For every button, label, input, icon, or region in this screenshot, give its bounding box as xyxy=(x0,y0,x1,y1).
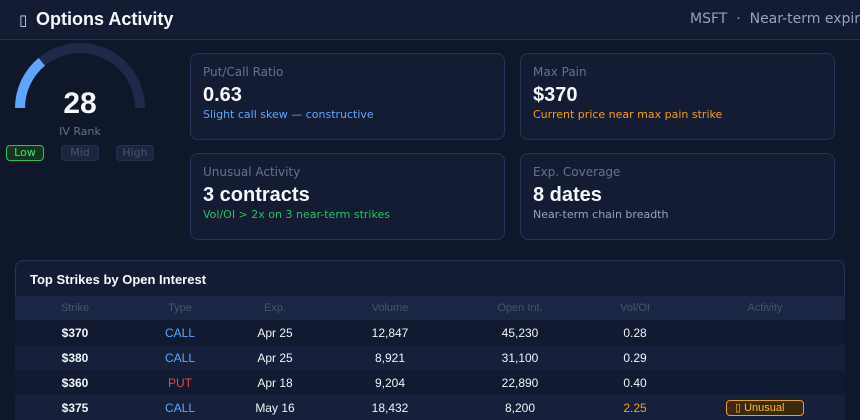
cell-volume: 12,847 xyxy=(371,325,409,340)
cell-exp: Apr 18 xyxy=(257,375,293,390)
cell-strike: $360 xyxy=(61,375,89,390)
gauge-value: 28 xyxy=(63,87,97,120)
unusual-badge: ▯ Unusual xyxy=(726,399,804,416)
cell-exp: May 16 xyxy=(255,400,295,415)
cell-strike: $380 xyxy=(61,350,89,365)
col-volume[interactable]: Volume xyxy=(371,302,409,314)
card-sub: Current price near max pain strike xyxy=(533,108,723,121)
cell-vol-oi: 0.28 xyxy=(623,325,647,340)
table-row[interactable]: $380 CALL Apr 25 8,921 31,100 0.29 xyxy=(15,345,845,370)
card-unusual-activity: Unusual Activity 3 contracts Vol/OI > 2x… xyxy=(190,153,505,240)
cell-type: PUT xyxy=(168,375,192,390)
card-label: Max Pain xyxy=(533,65,587,79)
card-value: 0.63 xyxy=(203,84,242,106)
cell-type: CALL xyxy=(164,325,196,340)
col-activity[interactable]: Activity xyxy=(747,302,783,314)
card-label: Put/Call Ratio xyxy=(203,65,284,79)
badge-label: Unusual xyxy=(744,401,785,414)
cell-vol-oi: 0.29 xyxy=(623,350,647,365)
strikes-table: Strike Type Exp. Volume Open Int. Vol/OI… xyxy=(15,296,845,420)
cell-open-int: 45,230 xyxy=(501,325,539,340)
cell-strike: $375 xyxy=(61,400,89,415)
cell-type: CALL xyxy=(164,400,196,415)
level-low: Low xyxy=(6,145,44,161)
cell-type: CALL xyxy=(164,350,196,365)
card-sub: Vol/OI > 2x on 3 near-term strikes xyxy=(203,208,390,221)
col-vol-oi[interactable]: Vol/OI xyxy=(620,302,650,314)
cell-open-int: 22,890 xyxy=(501,375,539,390)
card-value: 8 dates xyxy=(533,184,602,206)
cell-open-int: 31,100 xyxy=(501,350,539,365)
card-sub: Near-term chain breadth xyxy=(533,208,669,221)
level-high: High xyxy=(116,145,154,161)
table-title: Top Strikes by Open Interest xyxy=(30,272,207,287)
table-header: Strike Type Exp. Volume Open Int. Vol/OI… xyxy=(15,296,845,320)
cell-volume: 18,432 xyxy=(371,400,409,415)
page-title: Options Activity xyxy=(36,9,174,29)
header-subtitle: Near-term expirations xyxy=(749,11,860,27)
cell-vol-oi: 2.25 xyxy=(623,400,647,415)
gauge-fill xyxy=(15,57,46,109)
level-mid: Mid xyxy=(61,145,99,161)
header: ▯ Options Activity MSFT · Near-term expi… xyxy=(0,0,860,40)
card-exp-coverage: Exp. Coverage 8 dates Near-term chain br… xyxy=(520,153,835,240)
cell-activity: ▯ Unusual xyxy=(685,399,845,416)
card-label: Exp. Coverage xyxy=(533,165,621,179)
col-exp[interactable]: Exp. xyxy=(263,302,286,314)
col-strike[interactable]: Strike xyxy=(60,302,90,314)
table-row[interactable]: $375 CALL May 16 18,432 8,200 2.25 ▯ Unu… xyxy=(15,395,845,420)
table-row[interactable]: $360 PUT Apr 18 9,204 22,890 0.40 xyxy=(15,370,845,395)
chart-icon: ▯ xyxy=(19,11,28,29)
header-meta: MSFT · Near-term expirations xyxy=(690,11,860,27)
cell-volume: 8,921 xyxy=(374,350,406,365)
cell-exp: Apr 25 xyxy=(257,350,293,365)
col-type[interactable]: Type xyxy=(168,302,192,314)
separator: · xyxy=(736,11,741,27)
ticker: MSFT xyxy=(690,11,728,27)
card-value: $370 xyxy=(533,84,578,106)
cell-volume: 9,204 xyxy=(374,375,406,390)
gauge-label: IV Rank xyxy=(59,125,101,138)
card-max-pain: Max Pain $370 Current price near max pai… xyxy=(520,53,835,140)
col-open-int[interactable]: Open Int. xyxy=(497,302,543,314)
cell-strike: $370 xyxy=(61,325,89,340)
card-label: Unusual Activity xyxy=(203,165,301,179)
cell-open-int: 8,200 xyxy=(504,400,536,415)
cell-vol-oi: 0.40 xyxy=(623,375,647,390)
card-value: 3 contracts xyxy=(203,184,310,206)
table-row[interactable]: $370 CALL Apr 25 12,847 45,230 0.28 xyxy=(15,320,845,345)
card-put-call-ratio: Put/Call Ratio 0.63 Slight call skew — c… xyxy=(190,53,505,140)
cell-exp: Apr 25 xyxy=(257,325,293,340)
iv-rank-gauge: 28 IV Rank xyxy=(0,40,170,142)
card-sub: Slight call skew — constructive xyxy=(203,108,374,121)
